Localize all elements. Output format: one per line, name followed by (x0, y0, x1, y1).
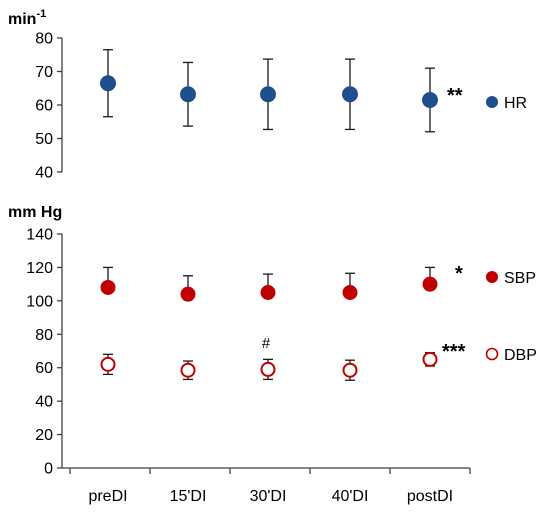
x-tick-label: 15'DI (170, 488, 207, 505)
y-unit-label: min-1 (8, 8, 46, 28)
x-tick-label: postDI (407, 488, 453, 505)
hr-panel: min-1 40 50 60 70 80 HR ** (8, 8, 527, 182)
y-tick-label: 80 (35, 31, 53, 48)
y-unit-text: min (8, 11, 36, 28)
y-tick-label: 20 (35, 427, 53, 444)
y-tick-label: 70 (35, 64, 53, 81)
legend-label-sbp: SBP (504, 270, 536, 287)
y-tick-label: 100 (26, 293, 53, 310)
x-tick-label: preDI (88, 488, 127, 505)
significance-annotation: ** (447, 85, 463, 107)
dbp-point (422, 351, 438, 367)
legend-label-dbp: DBP (504, 347, 537, 364)
bp-panel: mm Hg 0 20 40 60 80 100 120 140 preDI 15'DI 30'DI 40… (8, 204, 537, 505)
legend-marker-sbp (486, 271, 498, 283)
sbp-point (260, 285, 276, 300)
sbp-point (100, 279, 116, 295)
x-tick-label: 30'DI (250, 488, 287, 505)
y-unit-label: mm Hg (8, 204, 62, 221)
y-unit-superscript: -1 (36, 8, 46, 20)
y-tick-label: 0 (44, 461, 53, 478)
sbp-point (180, 286, 196, 302)
dbp-point (260, 361, 276, 377)
y-tick-label: 50 (35, 131, 53, 148)
legend-marker-hr (486, 96, 498, 108)
y-tick-label: 80 (35, 327, 53, 344)
y-tick-label: 40 (35, 394, 53, 411)
hr-point (342, 86, 358, 103)
hr-point (260, 86, 276, 103)
legend-marker-dbp (485, 347, 499, 361)
y-tick-label: 60 (35, 360, 53, 377)
hr-point (180, 86, 196, 103)
y-tick-label: 40 (35, 165, 53, 182)
y-tick-label: 60 (35, 98, 53, 115)
sbp-point (422, 276, 438, 292)
sbp-point (342, 285, 358, 300)
significance-annotation: # (262, 335, 271, 352)
y-unit-text: mm Hg (8, 204, 62, 221)
dbp-point (342, 362, 358, 378)
dbp-point (180, 362, 196, 378)
significance-annotation: *** (442, 341, 466, 363)
x-tick-label: 40'DI (332, 488, 369, 505)
y-tick-label: 140 (26, 227, 53, 244)
dbp-point (100, 356, 116, 372)
hr-point (100, 75, 116, 92)
hr-point (422, 91, 438, 108)
legend-label-hr: HR (504, 95, 527, 112)
significance-annotation: * (455, 263, 463, 285)
y-tick-label: 120 (26, 260, 53, 277)
